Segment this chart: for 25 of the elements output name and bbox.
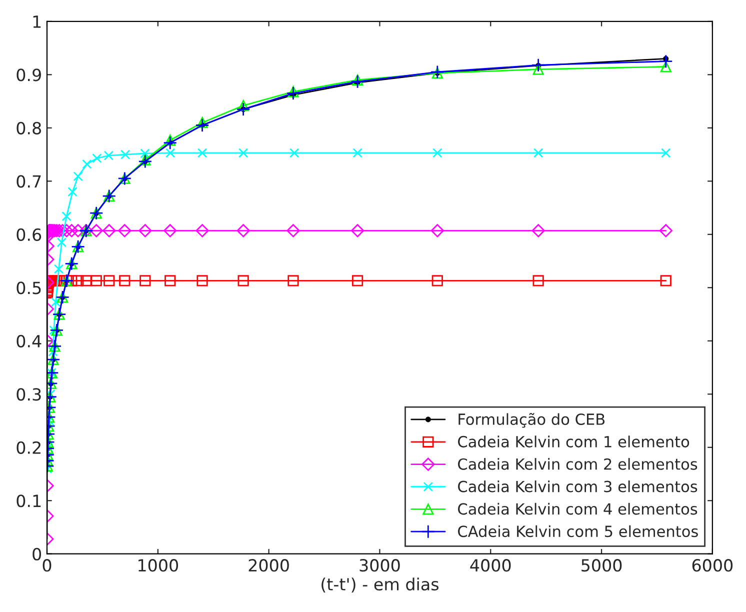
x-axis-title: (t-t') - em dias [322, 578, 438, 592]
x-tick-label: 3000 [360, 559, 400, 572]
y-tick-label: 1 [33, 16, 41, 28]
legend-label: Cadeia Kelvin com 3 elementos [458, 480, 698, 492]
y-tick-label: 0 [32, 548, 42, 560]
legend-label: Cadeia Kelvin com 4 elementos [458, 502, 698, 515]
y-tick-label: 0.7 [16, 175, 41, 188]
x-tick-label: 5000 [582, 559, 622, 572]
x-tick-label: 2000 [248, 559, 289, 572]
y-tick-label: 0.9 [16, 68, 41, 82]
x-tick-label: 4000 [470, 559, 511, 572]
y-tick-label: 0.2 [16, 441, 40, 454]
y-tick-label: 0.5 [16, 282, 41, 294]
y-tick-label: 0.4 [16, 334, 42, 348]
y-tick-label: 0.8 [16, 122, 41, 134]
legend-label: CAdeia Kelvin com 5 elementos [458, 525, 698, 538]
y-tick-label: 0.1 [16, 494, 41, 508]
x-tick-label: 0 [42, 559, 52, 572]
legend-label: Cadeia Kelvin com 2 elementos [458, 458, 698, 470]
legend-label: Cadeia Kelvin com 1 elemento [458, 436, 690, 448]
x-tick-label: 6000 [692, 559, 733, 572]
y-tick-label: 0.6 [16, 228, 42, 241]
y-tick-label: 0.3 [16, 388, 41, 401]
x-tick-label: 1000 [138, 559, 178, 572]
legend-label: Formulação do CEB [458, 412, 605, 428]
